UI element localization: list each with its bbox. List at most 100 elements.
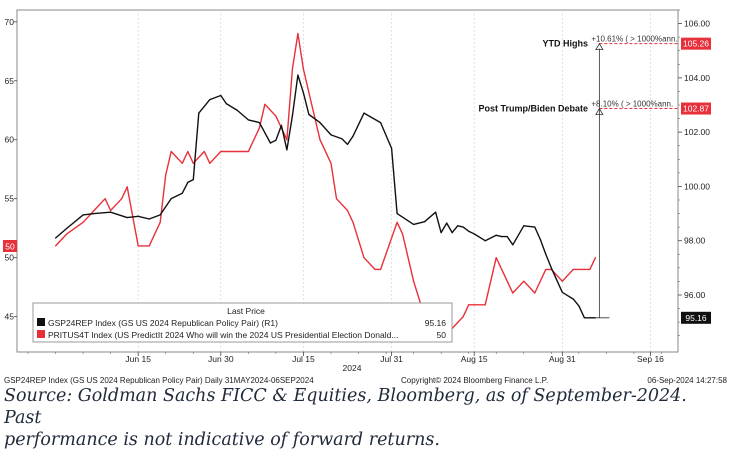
footer-right: 06-Sep-2024 14:27:58 (647, 376, 727, 385)
x-tick-label: Aug 15 (461, 354, 488, 364)
series-line-gsp24rep-point (346, 143, 349, 145)
series-line-gsp24rep-point (297, 74, 299, 76)
series-line-pritus4t-point (203, 150, 205, 153)
left-tick-label: 65 (5, 76, 15, 86)
grid (137, 10, 651, 352)
series-line-gsp24rep-point (561, 291, 563, 293)
series-line-pritus4t-point (308, 91, 310, 94)
series-line-gsp24rep-point (203, 105, 205, 107)
chart: Jun 15 Jun 30 Jul 15 Jul 31 Aug 15 Aug 31 Sep … (3, 9, 728, 385)
series-line-pritus4t-point (335, 198, 338, 200)
series-line-pritus4t-point (104, 198, 106, 200)
legend-value-gsp24rep: 95.16 (425, 318, 447, 328)
left-tick-label: 70 (5, 17, 15, 27)
series-line-gsp24rep-point (302, 92, 305, 94)
x-tick-label: Jun 15 (125, 354, 151, 364)
series-line-pritus4t-point (589, 268, 591, 271)
series-line-pritus4t-point (187, 150, 189, 153)
annotation-value-box (681, 37, 711, 50)
right-tick-label: 98.00 (684, 236, 706, 246)
series-line-pritus4t-point (379, 268, 382, 271)
series-line-gsp24rep-point (110, 211, 112, 213)
series-line-pritus4t-point (264, 103, 266, 105)
series-line-gsp24rep-point (446, 222, 448, 224)
series-line-gsp24rep-point (379, 122, 382, 124)
series-line-pritus4t-point (396, 221, 398, 223)
series-line-gsp24rep-point (137, 215, 139, 217)
series-line-gsp24rep-point (440, 231, 442, 234)
series-line-pritus4t-point (572, 268, 574, 271)
series-line-gsp24rep-point (572, 298, 574, 300)
x-tick-label: Sep 16 (637, 354, 664, 364)
legend-value-pritus4t: 50 (437, 330, 447, 340)
x-tick-label: Jul 15 (292, 354, 315, 364)
series-line-pritus4t-point (209, 162, 211, 164)
series-line-gsp24rep-point (319, 122, 321, 124)
footer-left: GSP24REP Index (GS US 2024 Republican Po… (4, 376, 314, 385)
last-value-box (681, 311, 711, 324)
x-tick-label: Jul 31 (380, 354, 403, 364)
legend-label-pritus4t: PRITUS4T Index (US PredictIt 2024 Who wi… (48, 330, 398, 340)
series-line-gsp24rep-point (534, 226, 536, 228)
series-line-gsp24rep-point (512, 244, 514, 246)
legend-title: Last Price (227, 306, 265, 316)
series-line-gsp24rep-point (545, 253, 547, 255)
series-lines (54, 32, 597, 341)
right-tick-label: 100.00 (684, 181, 710, 191)
annotation-pct-text: +8.10% ( > 1000%ann. (591, 100, 673, 109)
series-line-gsp24rep-point (330, 134, 332, 136)
x-tick-label: Aug 31 (549, 354, 576, 364)
series-line-gsp24rep-point (424, 221, 426, 223)
series-line-gsp24rep-point (280, 124, 282, 126)
series-line-pritus4t-point (545, 268, 547, 271)
left-value-box (3, 240, 17, 252)
series-line-gsp24rep-point (462, 226, 464, 228)
series-line-gsp24rep-point (390, 147, 393, 150)
series-line-gsp24rep-point (93, 212, 95, 215)
series-line-pritus4t-point (121, 198, 123, 200)
series-line-pritus4t-point (192, 162, 194, 164)
footer-center: Copyright© 2024 Bloomberg Finance L.P. (401, 376, 548, 385)
series-line-pritus4t-point (462, 316, 464, 318)
series-line-gsp24rep-point (578, 305, 580, 307)
series-line-gsp24rep-point (286, 149, 288, 151)
series-line-pritus4t-point (258, 127, 260, 129)
series-line-gsp24rep-point (225, 103, 227, 105)
right-tick-label: 102.00 (684, 127, 710, 137)
series-line-pritus4t-point (225, 150, 227, 153)
series-line-pritus4t-point (468, 304, 470, 306)
series-line-pritus4t-point (159, 221, 161, 223)
annotation-arrowhead (595, 42, 604, 51)
left-tick-label: 45 (5, 312, 15, 322)
series-line-pritus4t-point (82, 221, 84, 223)
series-line-gsp24rep-point (247, 119, 249, 121)
series-line-pritus4t-point (247, 150, 249, 153)
series-line-pritus4t-point (110, 209, 112, 212)
series-line-gsp24rep-point (594, 317, 596, 319)
series-line-pritus4t-point (286, 139, 288, 141)
series-line-gsp24rep-point (550, 267, 552, 269)
series-line-gsp24rep-point (269, 142, 271, 144)
annotation-pct-text: +10.61% ( > 1000%ann. (591, 35, 677, 44)
series-line-gsp24rep-point (198, 112, 200, 114)
series-line-gsp24rep-point (181, 192, 183, 194)
series-line-gsp24rep-point (159, 214, 161, 216)
series-line-pritus4t (55, 32, 597, 341)
series-line-gsp24rep-point (352, 135, 354, 137)
series-line-gsp24rep-point (341, 138, 343, 140)
series-line-gsp24rep-point (457, 225, 459, 227)
series-line-gsp24rep-point (291, 115, 294, 117)
series-line-gsp24rep-point (468, 230, 470, 232)
series-line-pritus4t-point (561, 280, 563, 282)
series-line-gsp24rep-point (523, 225, 525, 227)
legend-swatch-gsp24rep (37, 318, 45, 326)
series-line-pritus4t-point (583, 268, 585, 271)
annotation-label: YTD Highs (542, 39, 588, 49)
series-line-pritus4t-point (220, 150, 222, 153)
annotation-value-box-text: 105.26 (683, 39, 709, 49)
series-line-gsp24rep-point (506, 236, 508, 238)
series-line-gsp24rep (55, 74, 596, 319)
left-tick-label: 60 (5, 135, 15, 145)
annotation-arrowhead (595, 107, 604, 115)
left-tick-label: 55 (5, 194, 15, 204)
